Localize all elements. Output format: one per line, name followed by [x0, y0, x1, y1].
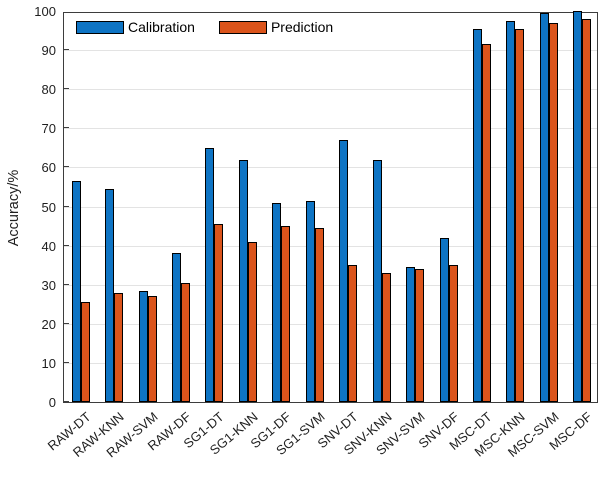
gridline	[64, 323, 597, 325]
gridline	[64, 245, 597, 247]
calibration-bar-sg1-dt	[205, 148, 215, 402]
prediction-bar-msc-dt	[481, 44, 491, 402]
calibration-bar-msc-dt	[472, 29, 482, 402]
y-tick-mark	[64, 88, 69, 90]
y-tick-mark	[64, 283, 69, 285]
y-tick-label: 100	[34, 4, 56, 19]
calibration-bar-raw-df	[172, 253, 182, 402]
prediction-bar-sg1-svm	[314, 228, 324, 402]
y-tick-mark	[64, 361, 69, 363]
calibration-bar-sg1-knn	[238, 160, 248, 402]
calibration-bar-snv-dt	[339, 140, 349, 402]
y-tick-mark	[64, 401, 69, 402]
calibration-bar-msc-knn	[506, 21, 516, 402]
y-tick-mark	[64, 205, 69, 207]
legend: Calibration Prediction	[76, 19, 333, 35]
y-tick-label: 80	[41, 82, 56, 98]
calibration-bar-snv-svm	[406, 267, 416, 402]
gridline	[64, 362, 597, 364]
legend-label-prediction: Prediction	[270, 19, 334, 35]
calibration-bar-snv-df	[439, 238, 449, 402]
prediction-bar-msc-knn	[515, 29, 525, 402]
prediction-bar-msc-svm	[548, 23, 558, 402]
gridline	[64, 89, 597, 91]
gridline	[64, 50, 597, 52]
prediction-bar-snv-knn	[381, 273, 391, 402]
prediction-bar-sg1-df	[281, 226, 291, 402]
plot-area	[63, 11, 598, 403]
y-tick-label: 60	[41, 160, 56, 176]
prediction-bar-msc-df	[582, 19, 592, 402]
prediction-bar-raw-knn	[114, 293, 124, 402]
y-tick-label: 40	[41, 238, 56, 254]
calibration-bar-sg1-svm	[305, 201, 315, 402]
y-tick-label: 0	[48, 395, 56, 410]
prediction-bar-sg1-knn	[247, 242, 257, 402]
y-tick-label: 50	[41, 199, 56, 215]
calibration-bar-raw-svm	[138, 291, 148, 402]
calibration-bar-sg1-df	[272, 203, 282, 402]
y-tick-mark	[64, 244, 69, 246]
prediction-bar-snv-df	[448, 265, 458, 402]
prediction-bar-raw-dt	[80, 302, 90, 402]
calibration-bar-msc-df	[573, 11, 583, 402]
calibration-bar-msc-svm	[539, 13, 549, 402]
y-tick-label: 70	[41, 121, 56, 137]
y-tick-mark	[64, 12, 69, 13]
legend-swatch-calibration	[76, 20, 124, 34]
gridline	[64, 284, 597, 286]
y-tick-mark	[64, 49, 69, 51]
gridline	[64, 206, 597, 208]
gridline	[64, 128, 597, 130]
y-tick-mark	[64, 166, 69, 168]
calibration-bar-raw-dt	[71, 181, 81, 402]
legend-label-calibration: Calibration	[128, 19, 195, 35]
calibration-bar-raw-knn	[105, 189, 115, 402]
calibration-bar-snv-knn	[372, 160, 382, 402]
prediction-bar-snv-dt	[348, 265, 358, 402]
prediction-bar-raw-df	[181, 283, 191, 402]
y-tick-label: 10	[41, 355, 56, 371]
prediction-bar-snv-svm	[415, 269, 425, 402]
legend-swatch-prediction	[218, 20, 267, 34]
prediction-bar-raw-svm	[147, 296, 157, 402]
gridline	[64, 167, 597, 169]
y-tick-label: 30	[41, 277, 56, 293]
y-tick-label: 90	[41, 43, 56, 59]
y-tick-mark	[64, 127, 69, 129]
prediction-bar-sg1-dt	[214, 224, 224, 402]
y-tick-label: 20	[41, 316, 56, 332]
y-tick-mark	[64, 322, 69, 324]
